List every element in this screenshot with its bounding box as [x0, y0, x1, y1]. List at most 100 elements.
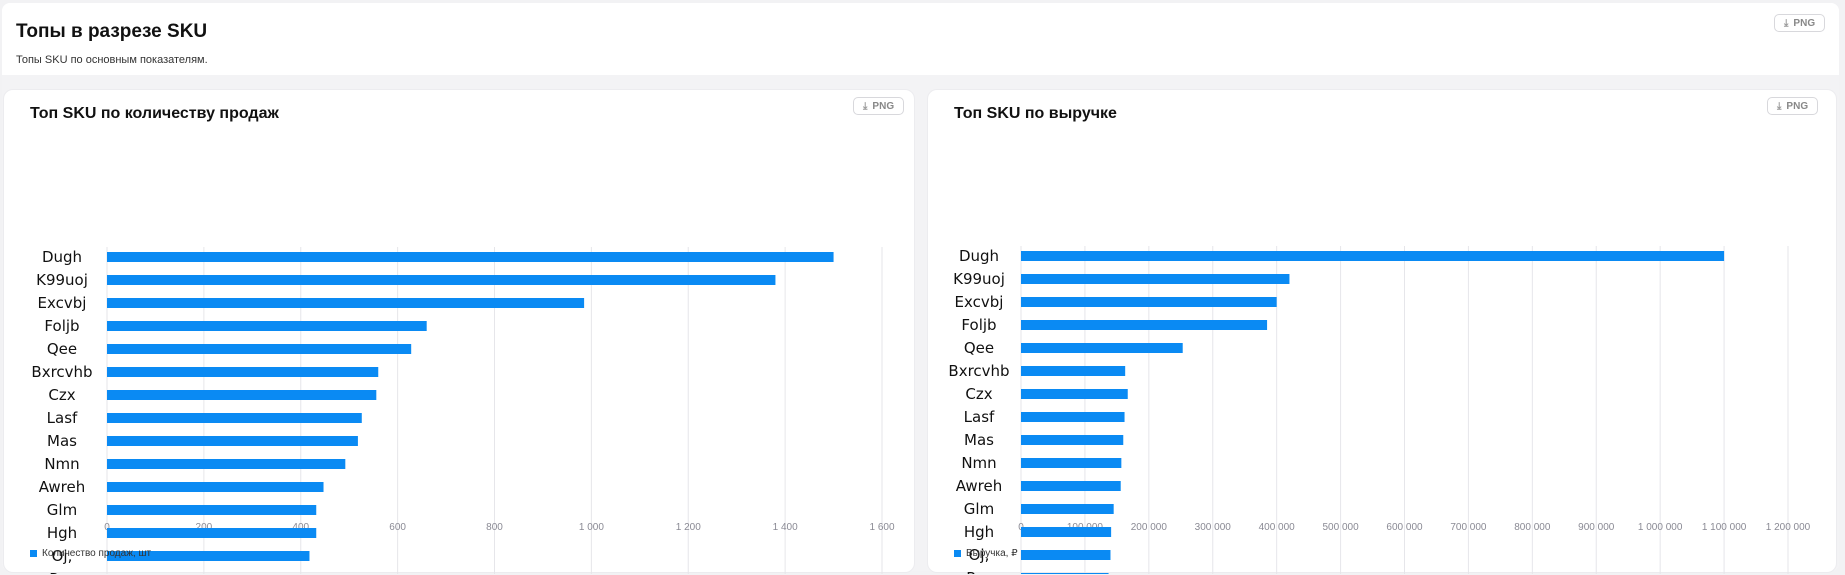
category-label: Mas — [47, 432, 77, 450]
category-label: Hgh — [47, 524, 77, 542]
legend-swatch — [30, 550, 37, 557]
bar — [107, 528, 317, 538]
bar — [107, 482, 324, 492]
bar — [1021, 458, 1122, 468]
category-label: Awreh — [39, 478, 86, 496]
bar — [1021, 573, 1109, 574]
x-tick-label: 900 000 — [1578, 522, 1615, 533]
x-tick-label: 1 000 — [579, 522, 604, 533]
bar — [1021, 320, 1268, 330]
report-header: Топы в разрезе SKU Топы SKU по основным … — [2, 3, 1839, 75]
category-label: Bxrcvhb — [948, 362, 1009, 380]
bar — [107, 298, 585, 308]
bar — [107, 459, 346, 469]
export-png-button[interactable]: ⤓ PNG — [1774, 14, 1826, 32]
chart-export-png-label: PNG — [1786, 100, 1809, 112]
category-label: Mas — [964, 431, 994, 449]
x-tick-label: 600 — [389, 522, 406, 533]
bar — [107, 321, 427, 331]
x-tick-label: 1 200 — [676, 522, 701, 533]
legend-label: Выручка, ₽ — [966, 548, 1018, 559]
category-label: Excvbj — [955, 293, 1004, 311]
bar — [107, 252, 834, 262]
bar — [1021, 504, 1114, 514]
chart-export-png-button[interactable]: ⤓ PNG — [853, 97, 905, 115]
bar — [1021, 412, 1125, 422]
category-label: Glm — [964, 500, 994, 518]
bar — [107, 505, 317, 515]
category-label: Nmn — [44, 455, 79, 473]
category-label: Foljb — [961, 316, 996, 334]
legend-swatch — [954, 550, 961, 557]
category-label: Qee — [964, 339, 994, 357]
bar — [107, 413, 362, 423]
bar — [1021, 550, 1111, 560]
category-label: Lasf — [964, 408, 995, 426]
x-tick-label: 1 200 000 — [1766, 522, 1811, 533]
chart-title: Топ SKU по количеству продаж — [30, 105, 279, 122]
x-tick-label: 1 100 000 — [1702, 522, 1747, 533]
category-label: Czx — [48, 386, 75, 404]
page-subtitle: Топы SKU по основным показателям. — [16, 54, 208, 66]
category-label: K99uoj — [36, 271, 88, 289]
bar — [1021, 297, 1277, 307]
category-label: Pes — [966, 569, 992, 574]
category-label: Oj, — [52, 547, 73, 565]
bar — [107, 551, 310, 561]
chart-legend[interactable]: Количество продаж, шт — [30, 548, 151, 559]
category-label: K99uoj — [953, 270, 1005, 288]
bar — [1021, 343, 1183, 353]
category-label: Bxrcvhb — [31, 363, 92, 381]
legend-label: Количество продаж, шт — [42, 548, 152, 559]
x-tick-label: 700 000 — [1450, 522, 1487, 533]
bar — [1021, 366, 1126, 376]
x-tick-label: 800 — [486, 522, 503, 533]
x-tick-label: 1 400 — [773, 522, 798, 533]
chart-export-png-button[interactable]: ⤓ PNG — [1767, 97, 1819, 115]
chart-legend[interactable]: Выручка, ₽ — [954, 548, 1018, 559]
category-label: Dugh — [959, 247, 999, 265]
chart-card-sales-qty: Топ SKU по количеству продаж ⤓ PNG 0 200 4… — [3, 89, 915, 574]
x-tick-label: 200 — [196, 522, 213, 533]
bar — [107, 344, 412, 354]
bar-chart-sales-qty: 0 200 400 600 800 1 000 1 200 1 400 1 600 Dugh K99… — [31, 247, 895, 574]
bar — [1021, 389, 1128, 399]
category-label: Czx — [965, 385, 992, 403]
x-tick-label: 1 000 000 — [1638, 522, 1683, 533]
x-tick-label: 800 000 — [1514, 522, 1551, 533]
x-tick-label: 400 000 — [1259, 522, 1296, 533]
category-label: Dugh — [42, 248, 82, 266]
page-title: Топы в разрезе SKU — [16, 21, 208, 42]
download-icon: ⤓ — [1777, 100, 1782, 112]
bar — [107, 367, 379, 377]
download-icon: ⤓ — [1784, 17, 1789, 29]
category-label: Hgh — [964, 523, 994, 541]
download-icon: ⤓ — [863, 100, 868, 112]
category-label: Lasf — [47, 409, 78, 427]
x-tick-label: 600 000 — [1386, 522, 1423, 533]
x-tick-label: 500 000 — [1323, 522, 1360, 533]
bar — [1021, 274, 1290, 284]
bar — [107, 436, 358, 446]
category-label: Nmn — [961, 454, 996, 472]
x-tick-label: 300 000 — [1195, 522, 1232, 533]
bar — [107, 390, 377, 400]
category-label: Oj, — [969, 546, 990, 564]
x-tick-label: 1 600 — [869, 522, 894, 533]
bar — [1021, 251, 1725, 261]
x-tick-label: 400 — [292, 522, 309, 533]
bar — [107, 275, 776, 285]
category-label: Glm — [47, 501, 77, 519]
category-label: Awreh — [956, 477, 1003, 495]
x-tick-label: 0 — [104, 522, 110, 533]
export-png-label: PNG — [1793, 17, 1816, 29]
chart-export-png-label: PNG — [872, 100, 895, 112]
bar — [1021, 435, 1124, 445]
bar — [1021, 481, 1121, 491]
category-label: Excvbj — [38, 294, 87, 312]
chart-title: Топ SKU по выручке — [954, 105, 1117, 122]
category-label: Foljb — [44, 317, 79, 335]
category-label: Qee — [47, 340, 77, 358]
